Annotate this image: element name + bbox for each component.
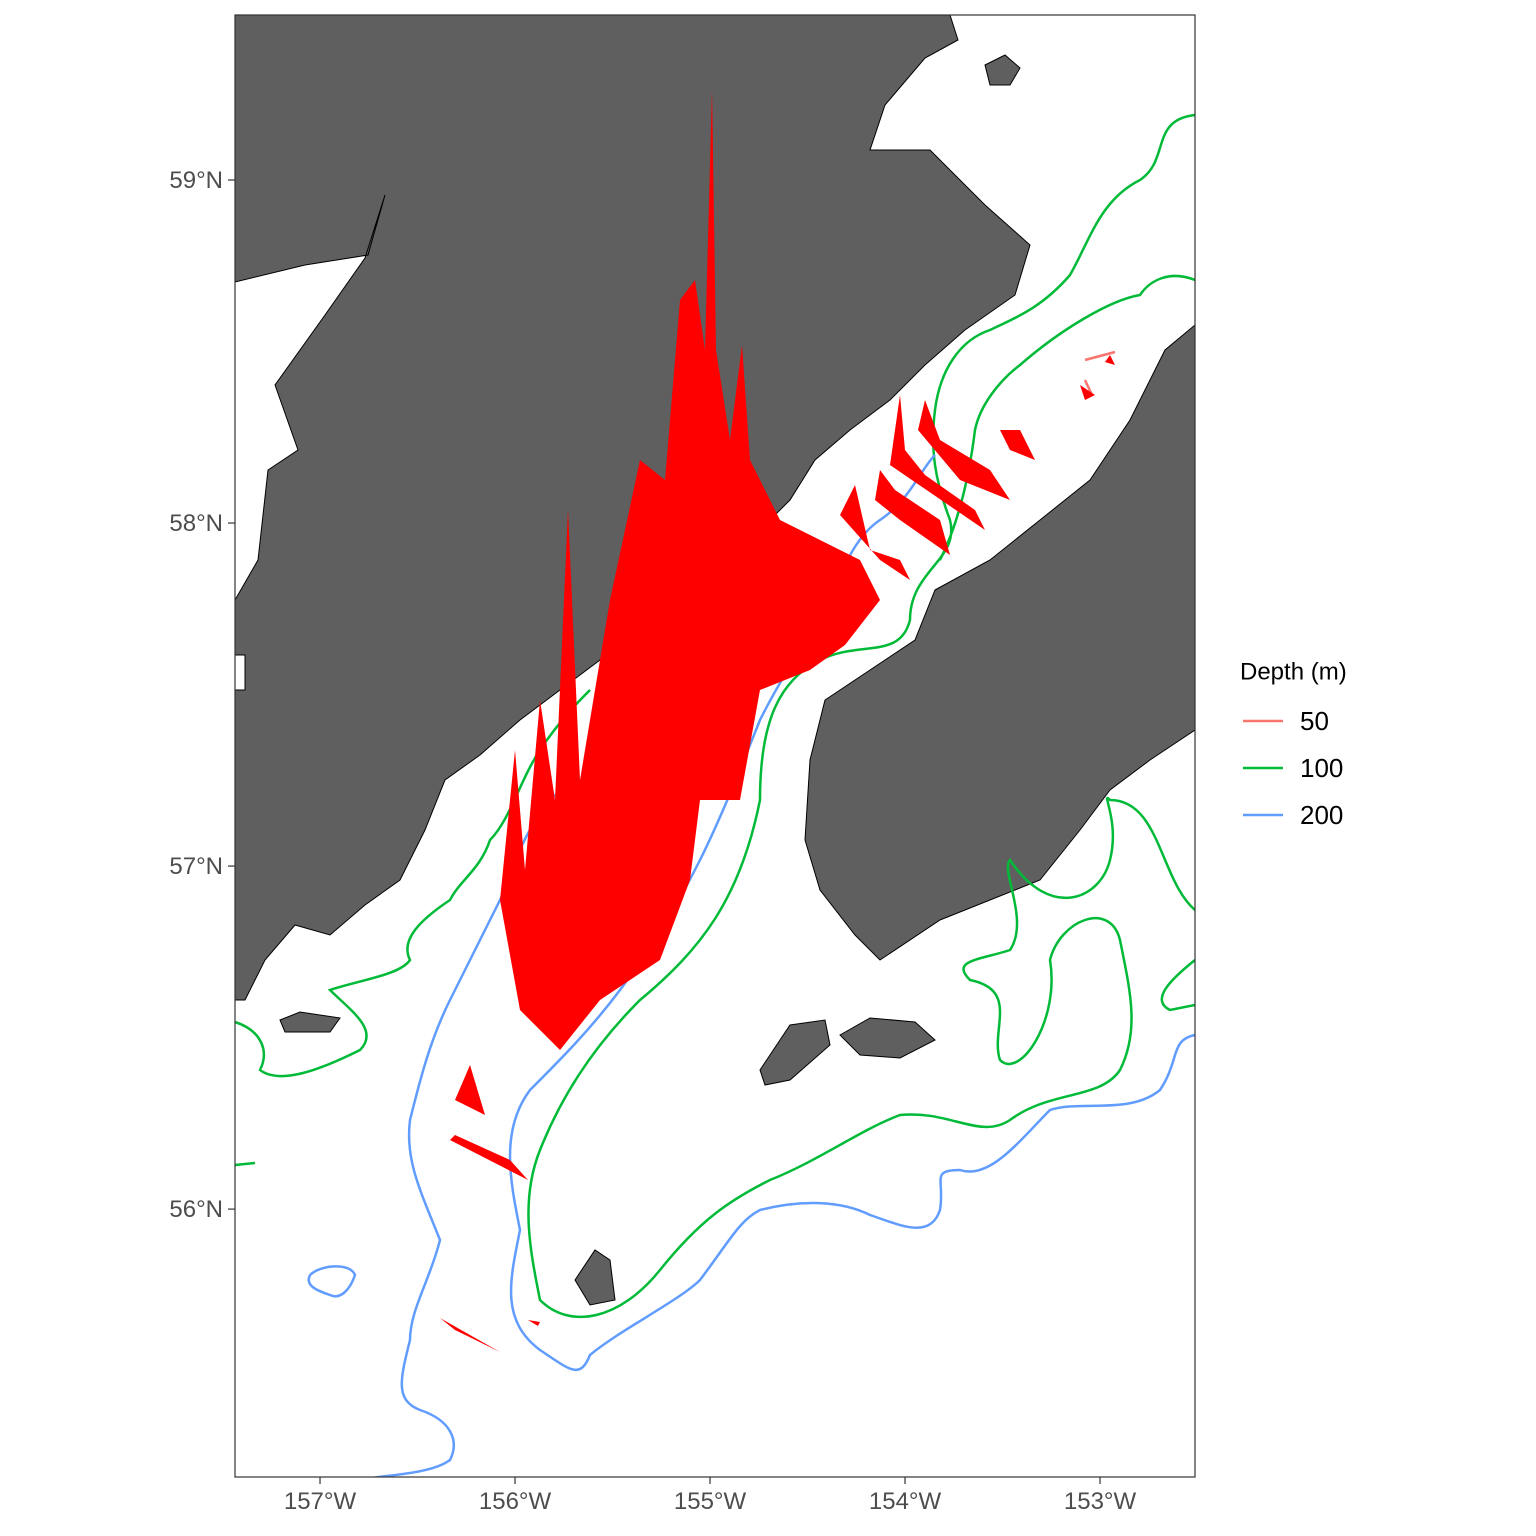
contour-200 xyxy=(307,454,1195,1477)
x-tick-label: 153°W xyxy=(1064,1488,1137,1515)
island xyxy=(839,1017,936,1059)
panel-border xyxy=(234,14,1196,1478)
x-tick-label: 157°W xyxy=(284,1488,357,1515)
x-tick-label: 156°W xyxy=(479,1488,552,1515)
island xyxy=(574,1249,616,1306)
x-tick-label: 154°W xyxy=(869,1488,942,1515)
legend-label: 50 xyxy=(1300,706,1329,736)
axes: 157°W 156°W 155°W 154°W 153°W 56°N 57°N 58°N 59°… xyxy=(169,167,1136,1515)
island xyxy=(279,1011,341,1033)
transects xyxy=(430,90,1115,1352)
transect-histogram xyxy=(890,395,985,530)
legend: Depth (m) 50 100 200 xyxy=(1240,658,1347,830)
kodiak-island xyxy=(804,324,1195,961)
island xyxy=(984,54,1021,86)
island xyxy=(759,1019,831,1086)
transect-histogram xyxy=(840,485,910,580)
legend-title: Depth (m) xyxy=(1240,658,1347,685)
legend-label: 200 xyxy=(1300,800,1343,830)
y-tick-label: 57°N xyxy=(169,853,223,880)
transect-histogram xyxy=(875,470,950,555)
y-tick-label: 56°N xyxy=(169,1196,223,1223)
y-tick-label: 59°N xyxy=(169,167,223,194)
transect-histogram xyxy=(1000,355,1115,460)
transect-histogram xyxy=(430,90,880,1080)
legend-label: 100 xyxy=(1300,753,1343,783)
transect-histogram xyxy=(918,400,1010,500)
map-layers xyxy=(235,15,1195,1477)
contour-100 xyxy=(235,113,1195,1319)
x-tick-label: 155°W xyxy=(674,1488,747,1515)
y-tick-label: 58°N xyxy=(169,510,223,537)
